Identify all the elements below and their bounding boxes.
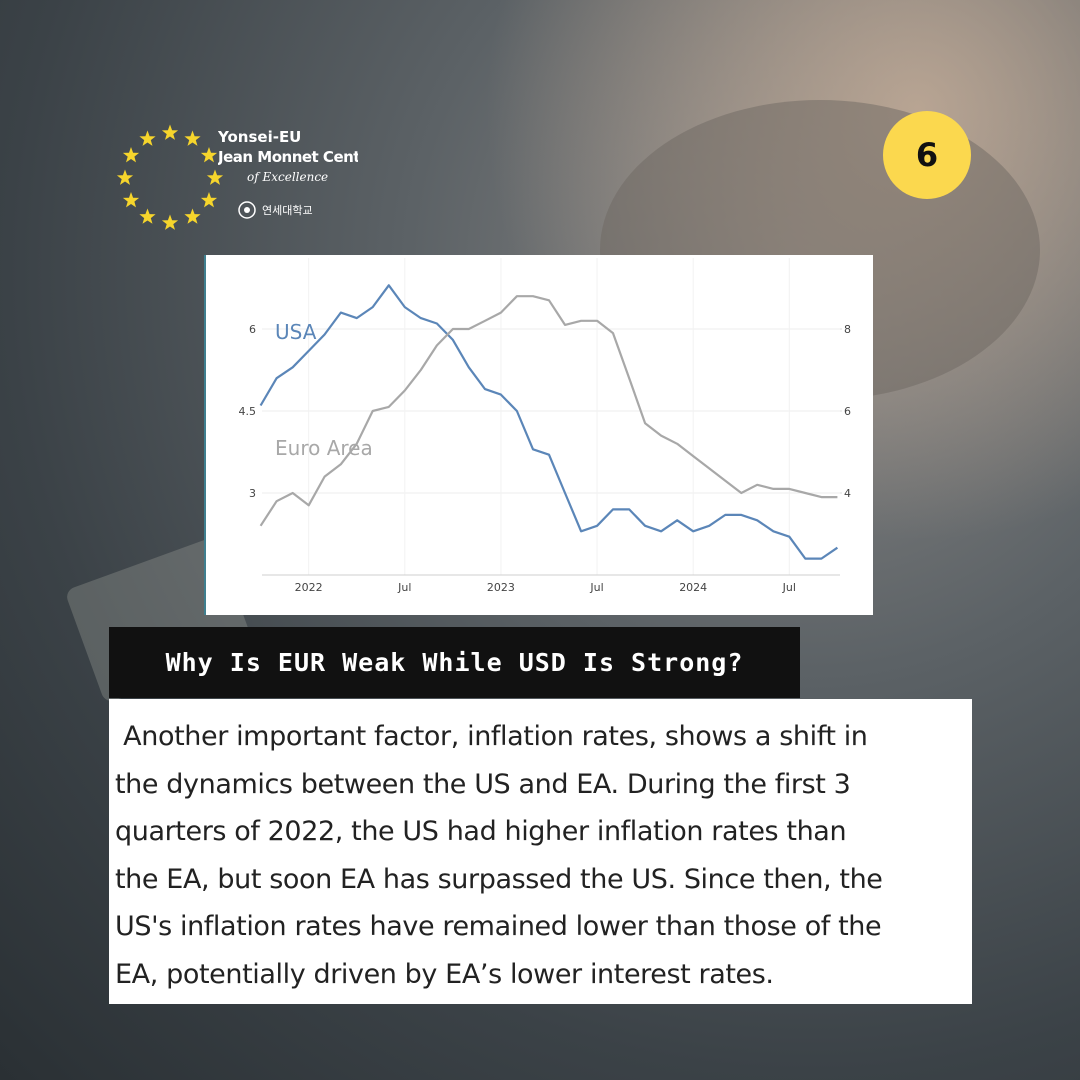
page-number: 6 bbox=[883, 111, 971, 199]
star bbox=[161, 124, 179, 140]
star bbox=[206, 169, 224, 185]
body-line: US's inflation rates have remained lower… bbox=[115, 911, 882, 942]
body-line: the dynamics between the US and EA. Duri… bbox=[115, 768, 851, 800]
star bbox=[116, 169, 134, 185]
star bbox=[200, 192, 218, 208]
university-emblem bbox=[238, 201, 256, 219]
star bbox=[184, 208, 201, 224]
logo-stars bbox=[116, 124, 224, 230]
logo-text: Jean Monnet Centre bbox=[218, 148, 358, 166]
star bbox=[200, 147, 218, 163]
logo-text: Yonsei-EU bbox=[218, 128, 302, 146]
star bbox=[122, 147, 140, 163]
body-line: Another important factor, inflation rate… bbox=[115, 721, 868, 752]
body-line: the EA, but soon EA has surpassed the US… bbox=[115, 863, 883, 895]
star bbox=[184, 130, 201, 146]
star bbox=[122, 192, 140, 208]
star bbox=[139, 130, 156, 146]
logo-university: 연세대학교 bbox=[262, 204, 313, 217]
body-line: quarters of 2022, the US had higher infl… bbox=[115, 816, 847, 847]
star bbox=[139, 208, 156, 224]
logo: Yonsei-EU Jean Monnet Centre of Excellen… bbox=[110, 120, 370, 240]
star bbox=[161, 214, 179, 230]
body-line: EA, potentially driven by EA’s lower int… bbox=[115, 958, 774, 990]
body-text: Another important factor, inflation rate… bbox=[109, 699, 972, 1004]
logo-text: of Excellence bbox=[247, 170, 329, 184]
heading: Why Is EUR Weak While USD Is Strong? bbox=[109, 627, 800, 698]
